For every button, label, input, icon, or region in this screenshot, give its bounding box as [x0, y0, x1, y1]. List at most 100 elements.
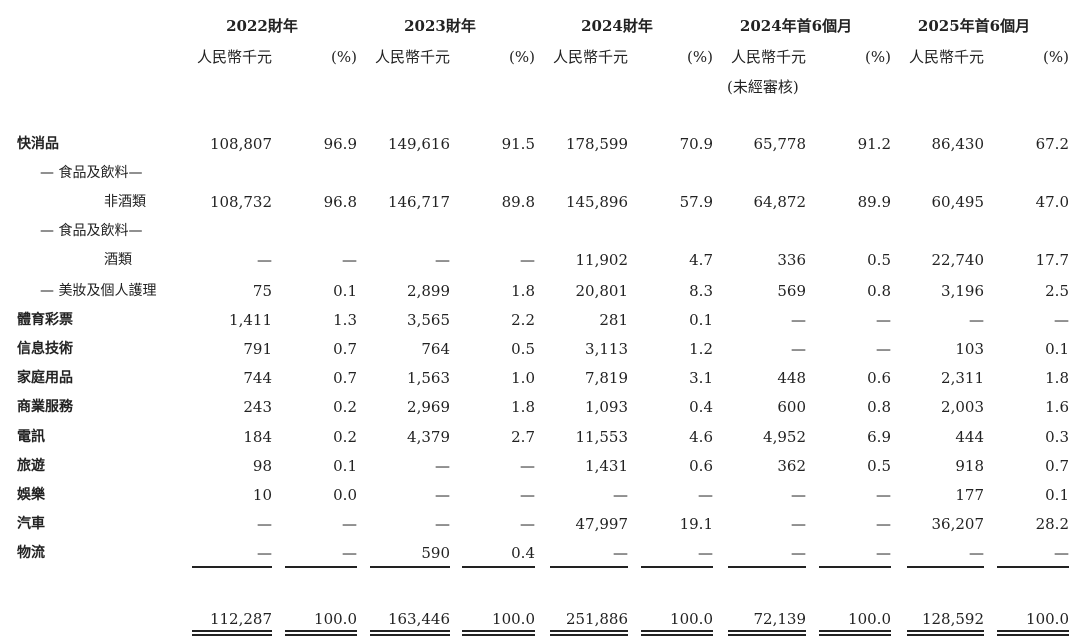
unit-label: 人民幣千元	[375, 48, 451, 66]
table-cell: 108,807	[209, 135, 272, 153]
table-cell: 2,969	[407, 398, 450, 416]
table-cell: 1.8	[511, 398, 535, 416]
percent-label: (%)	[1043, 48, 1069, 66]
total-double-rule	[641, 630, 713, 632]
table-cell: —	[435, 251, 450, 269]
table-cell: 57.9	[679, 193, 713, 211]
table-cell: 86,430	[931, 135, 985, 153]
table-cell: —	[613, 544, 628, 562]
total-double-rule	[728, 634, 806, 636]
table-cell: 3,196	[941, 282, 984, 300]
table-cell: —	[791, 544, 806, 562]
table-cell: 10	[252, 486, 272, 504]
percent-label: (%)	[865, 48, 891, 66]
table-cell: 1,411	[229, 311, 272, 329]
period-header: 2025年首6個月	[917, 17, 1031, 35]
table-cell: 1,563	[407, 369, 450, 387]
total-cell: 100.0	[670, 610, 713, 628]
table-cell: —	[1054, 544, 1069, 562]
subtotal-rule	[550, 566, 628, 568]
period-header: 2023財年	[404, 17, 476, 35]
table-cell: 75	[252, 282, 272, 300]
table-cell: 4,952	[763, 428, 806, 446]
table-cell: 11,553	[575, 428, 629, 446]
row-label-sports-lottery: 體育彩票	[17, 312, 73, 328]
total-double-rule	[462, 634, 535, 636]
table-cell: —	[698, 544, 713, 562]
table-cell: 36,207	[931, 515, 985, 533]
table-cell: 65,778	[753, 135, 807, 153]
total-double-rule	[907, 634, 984, 636]
percent-label: (%)	[509, 48, 535, 66]
total-cell: 100.0	[1026, 610, 1069, 628]
table-cell: 2,003	[941, 398, 984, 416]
table-cell: 362	[777, 457, 806, 475]
table-cell: 1.8	[511, 282, 535, 300]
table-cell: 47,997	[575, 515, 629, 533]
table-cell: —	[435, 457, 450, 475]
total-double-rule	[997, 630, 1069, 632]
total-cell: 72,139	[753, 610, 807, 628]
table-cell: —	[342, 544, 357, 562]
table-cell: 744	[243, 369, 272, 387]
table-cell: 184	[243, 428, 272, 446]
table-cell: —	[342, 251, 357, 269]
table-cell: 0.6	[867, 369, 891, 387]
table-cell: 1.8	[1045, 369, 1069, 387]
total-double-rule	[728, 630, 806, 632]
table-cell: 19.1	[679, 515, 713, 533]
table-cell: 67.2	[1035, 135, 1069, 153]
table-cell: —	[876, 515, 891, 533]
table-cell: 0.8	[867, 282, 891, 300]
row-label-business-services: 商業服務	[17, 399, 73, 415]
table-cell: 149,616	[387, 135, 450, 153]
total-cell: 100.0	[492, 610, 535, 628]
total-double-rule	[370, 630, 450, 632]
table-cell: 448	[777, 369, 806, 387]
table-cell: 0.4	[689, 398, 713, 416]
table-cell: —	[876, 340, 891, 358]
table-cell: —	[698, 486, 713, 504]
table-cell: —	[342, 515, 357, 533]
total-cell: 100.0	[314, 610, 357, 628]
table-cell: 0.5	[511, 340, 535, 358]
table-cell: 2.7	[511, 428, 535, 446]
unaudited-note: (未經審核)	[727, 78, 799, 96]
table-cell: —	[520, 486, 535, 504]
total-cell: 163,446	[387, 610, 450, 628]
table-cell: 590	[421, 544, 450, 562]
table-cell: 281	[599, 311, 628, 329]
table-cell: 108,732	[209, 193, 272, 211]
table-cell: —	[969, 311, 984, 329]
table-cell: 96.9	[323, 135, 357, 153]
table-cell: 0.2	[333, 398, 357, 416]
table-cell: 0.7	[333, 369, 357, 387]
total-double-rule	[819, 634, 891, 636]
table-cell: 47.0	[1035, 193, 1069, 211]
unit-label: 人民幣千元	[197, 48, 273, 66]
table-cell: 70.9	[679, 135, 713, 153]
table-cell: —	[257, 251, 272, 269]
unit-label: 人民幣千元	[553, 48, 629, 66]
table-cell: 2,899	[407, 282, 450, 300]
table-cell: 918	[955, 457, 984, 475]
table-cell: 0.7	[333, 340, 357, 358]
table-cell: —	[876, 486, 891, 504]
row-label-food-beverage-1: — 食品及飲料—	[40, 165, 143, 181]
table-cell: 2,311	[941, 369, 984, 387]
table-cell: 11,902	[575, 251, 629, 269]
total-double-rule	[907, 630, 984, 632]
table-cell: 4.7	[689, 251, 713, 269]
table-cell: 1,431	[585, 457, 628, 475]
table-cell: 6.9	[867, 428, 891, 446]
table-cell: 64,872	[753, 193, 807, 211]
table-cell: 1.3	[333, 311, 357, 329]
table-cell: 0.4	[511, 544, 535, 562]
table-cell: 17.7	[1035, 251, 1069, 269]
table-cell: 336	[777, 251, 806, 269]
table-cell: 600	[777, 398, 806, 416]
table-cell: 0.2	[333, 428, 357, 446]
table-cell: 1.0	[511, 369, 535, 387]
subtotal-rule	[285, 566, 357, 568]
table-cell: —	[969, 544, 984, 562]
